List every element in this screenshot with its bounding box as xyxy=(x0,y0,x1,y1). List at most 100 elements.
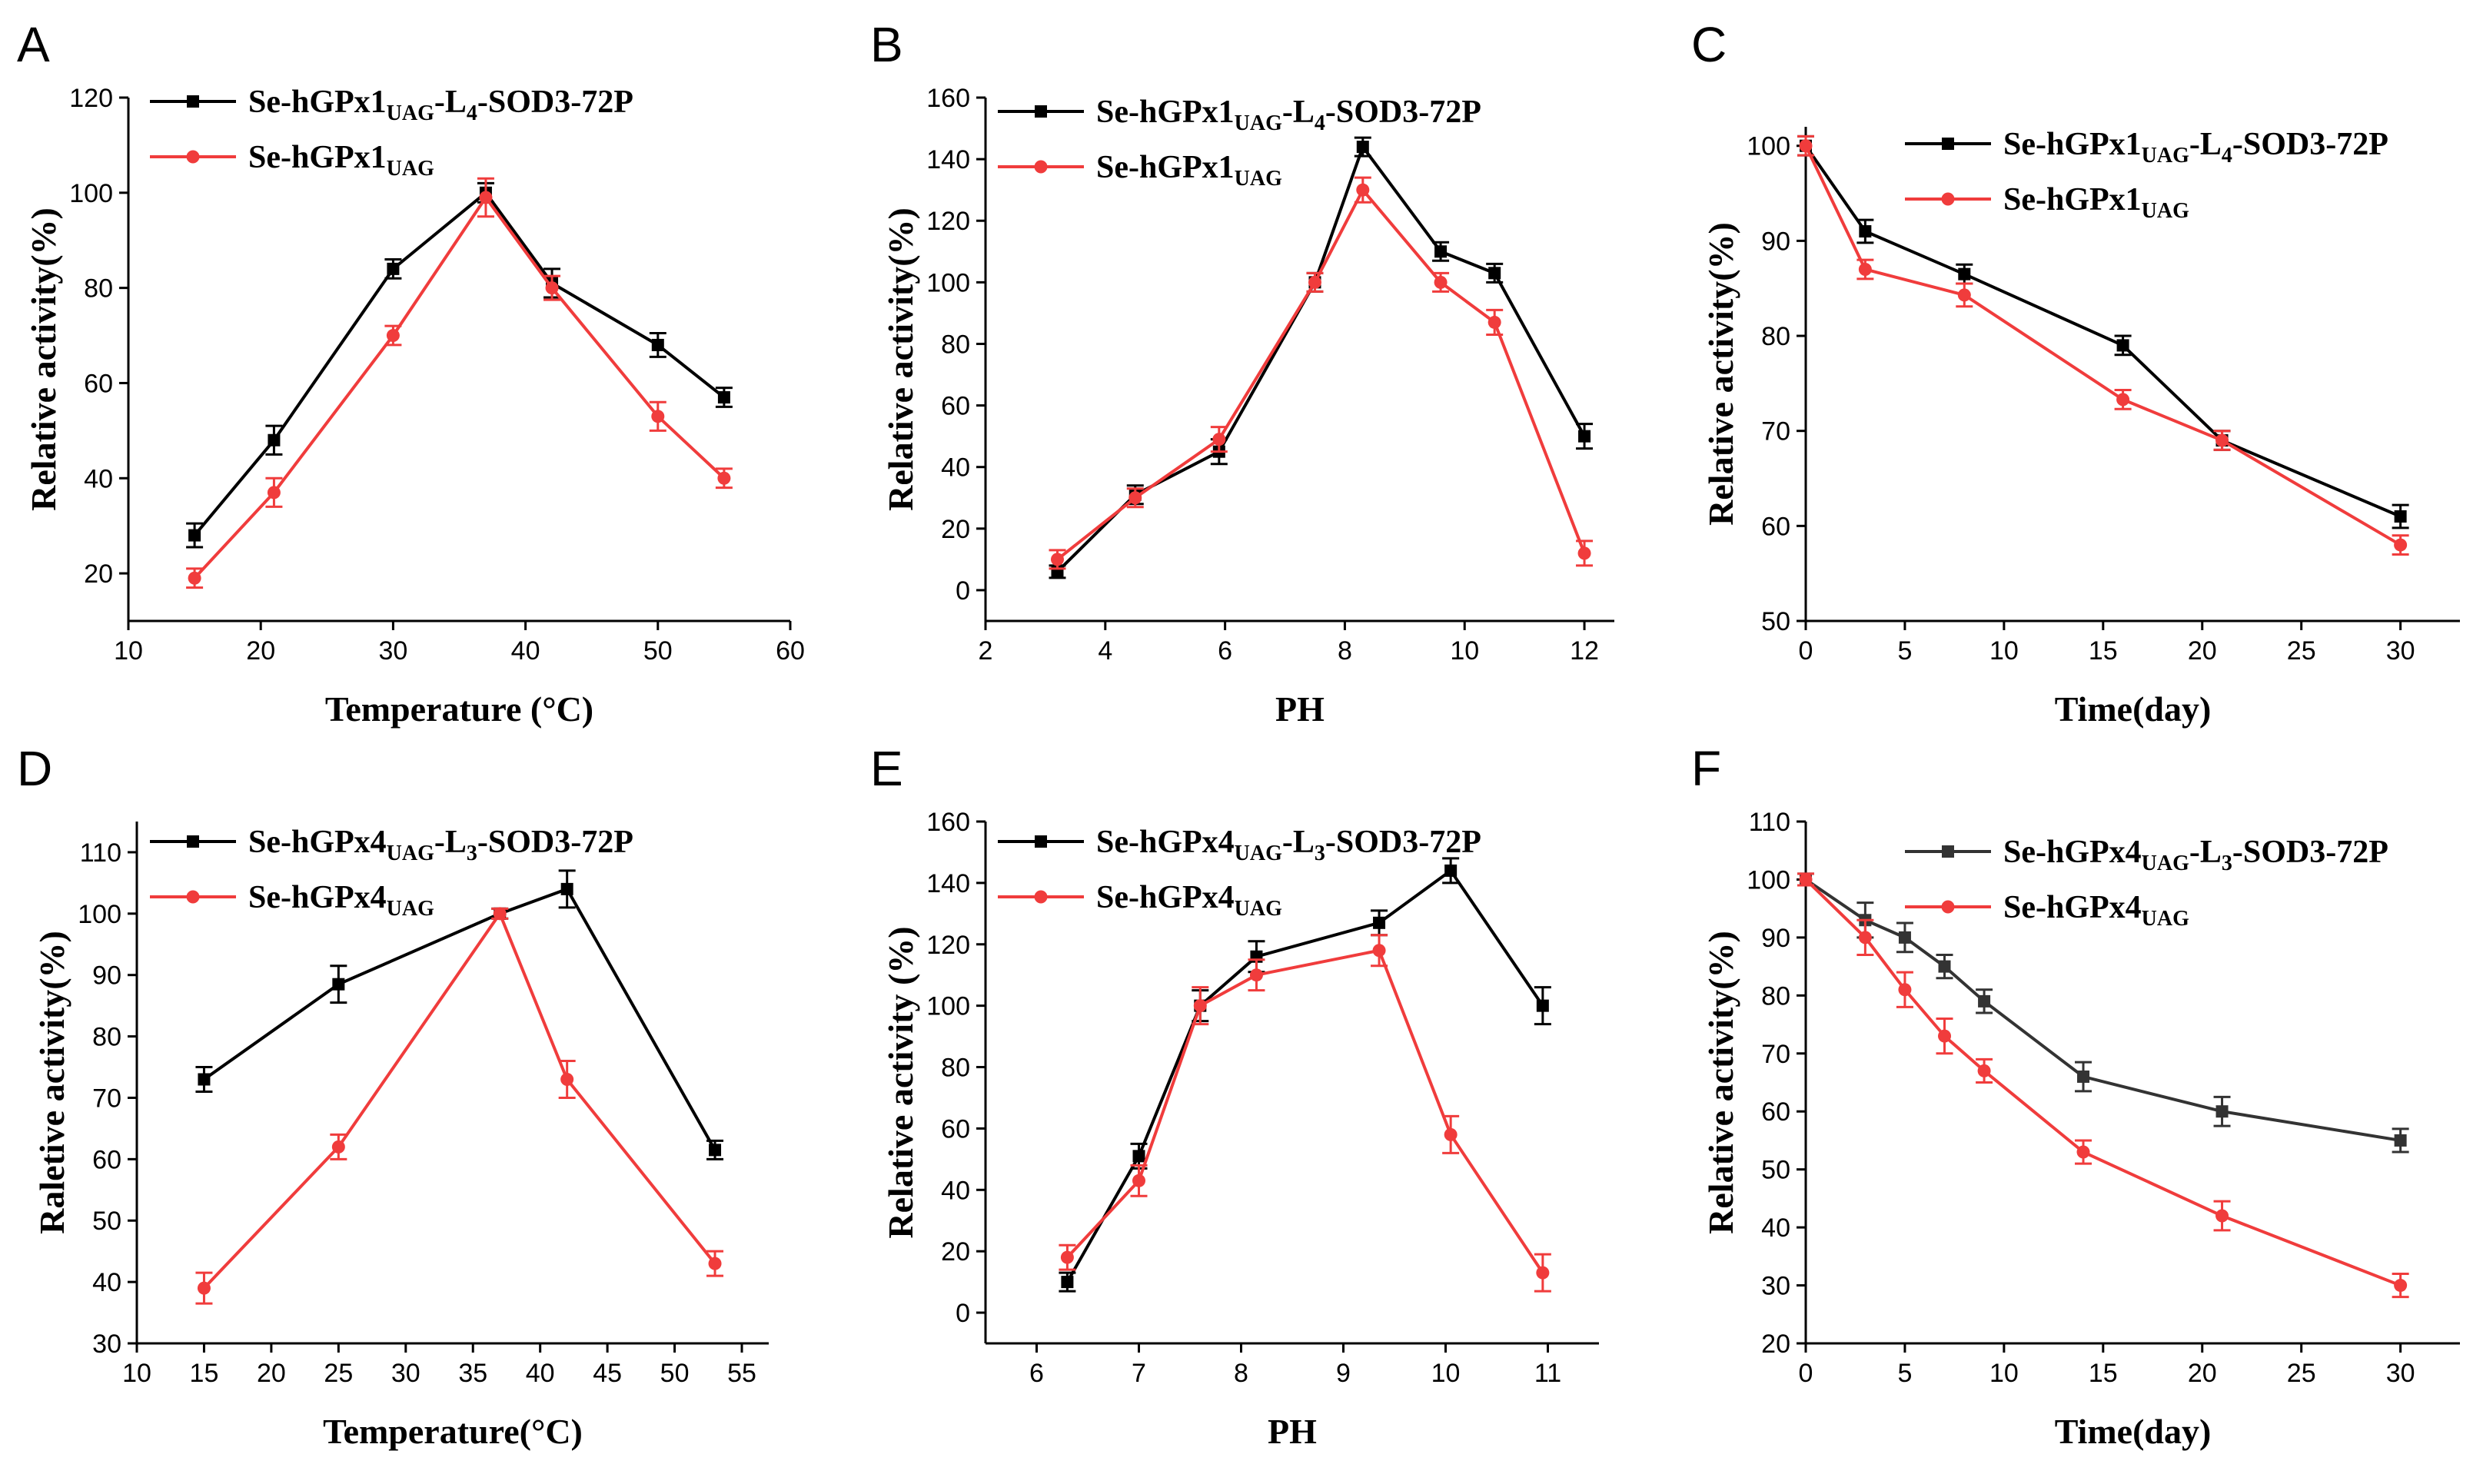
legend-text-part: Se-hGPx4 xyxy=(248,880,387,915)
y-tick-label: 40 xyxy=(941,453,970,483)
legend-marker xyxy=(187,835,199,848)
y-tick-label: 60 xyxy=(941,1114,970,1144)
x-tick-label: 25 xyxy=(2287,636,2316,666)
data-point xyxy=(2394,538,2408,552)
data-point xyxy=(1859,225,1872,238)
x-tick-label: 50 xyxy=(660,1359,690,1388)
data-point xyxy=(1434,245,1448,258)
y-tick-label: 0 xyxy=(956,576,970,606)
legend-text-part: -SOD3-72P xyxy=(2232,127,2388,162)
legend-marker xyxy=(1035,105,1047,118)
y-tick-label: 40 xyxy=(1761,1213,1790,1243)
x-tick-label: 5 xyxy=(1897,636,1912,666)
data-point xyxy=(1444,864,1458,877)
data-point xyxy=(1356,183,1370,197)
series-line xyxy=(1804,144,2402,518)
legend-marker xyxy=(1034,160,1048,174)
series-red xyxy=(1059,934,1551,1293)
data-point xyxy=(1444,1127,1458,1141)
series-red xyxy=(1797,134,2409,556)
y-tick-label: 140 xyxy=(926,869,970,898)
x-tick-label: 10 xyxy=(1450,636,1479,666)
x-tick-label: 30 xyxy=(2386,1359,2415,1388)
legend-subscript: UAG xyxy=(2142,907,2189,931)
chart-panel-b: B2 4 6 8 10 12020406080100120140160PHRelative… xyxy=(870,17,1614,729)
legend-label: Se-hGPx1UAG xyxy=(2003,182,2189,223)
y-tick-label: 50 xyxy=(1761,1156,1790,1185)
panel-letter: D xyxy=(17,741,52,796)
series-line xyxy=(203,887,716,1151)
y-tick-label: 100 xyxy=(1747,865,1790,895)
x-tick-label: 30 xyxy=(2386,636,2415,666)
x-tick-label: 4 xyxy=(1098,636,1112,666)
x-tick-label: 9 xyxy=(1336,1359,1351,1388)
legend-marker xyxy=(1035,835,1047,848)
x-tick-label: 12 xyxy=(1570,636,1599,666)
x-axis-title: Temperature (°C) xyxy=(325,689,593,729)
x-tick-label: 40 xyxy=(511,636,540,666)
y-tick-label: 80 xyxy=(1761,981,1790,1011)
x-tick-label: 40 xyxy=(526,1359,555,1388)
data-point xyxy=(2077,1070,2090,1083)
data-point xyxy=(1061,1276,1074,1289)
y-tick-label: 140 xyxy=(926,145,970,174)
y-tick-label: 70 xyxy=(1761,1040,1790,1069)
legend-label: Se-hGPx1UAG-L4-SOD3-72P xyxy=(1096,95,1481,135)
y-tick-label: 80 xyxy=(941,1054,970,1083)
legend-text-part: -L xyxy=(1282,95,1315,130)
x-tick-label: 15 xyxy=(2089,1359,2118,1388)
x-tick-label: 8 xyxy=(1338,636,1352,666)
data-point xyxy=(2215,1209,2229,1223)
data-point xyxy=(560,882,573,895)
series-red xyxy=(1049,176,1594,570)
legend-text-part: -SOD3-72P xyxy=(477,825,633,860)
legend-subscript: UAG xyxy=(1235,842,1282,865)
data-point xyxy=(1977,1064,1991,1077)
legend-marker xyxy=(186,890,200,904)
data-point xyxy=(2116,393,2130,407)
data-point xyxy=(1193,999,1207,1013)
data-point xyxy=(1372,944,1386,958)
y-tick-label: 100 xyxy=(78,900,121,929)
legend-text-part: Se-hGPx1 xyxy=(2003,182,2142,217)
x-tick-label: 2 xyxy=(979,636,993,666)
chart-panel-a: A 10 20 30 40 50 60 20 40 60 80 100 120 Temperature (… xyxy=(17,17,805,729)
legend-text-part: Se-hGPx4 xyxy=(1096,825,1235,860)
x-tick-label: 0 xyxy=(1799,636,1813,666)
data-point xyxy=(2215,1105,2229,1118)
y-tick-label: 110 xyxy=(1749,808,1790,837)
legend: Se-hGPx1UAG-L4-SOD3-72P Se-hGPx1UAG xyxy=(1905,127,2388,223)
legend-text-part: Se-hGPx4 xyxy=(2003,835,2142,870)
panel-letter: E xyxy=(870,741,903,796)
legend-text-part: -SOD3-72P xyxy=(1325,825,1481,860)
data-point xyxy=(2116,339,2129,352)
data-point xyxy=(1898,931,1911,944)
legend-subscript: 4 xyxy=(1315,111,1325,135)
series-red xyxy=(186,177,733,589)
legend-subscript: UAG xyxy=(1235,111,1282,135)
y-tick-label: 70 xyxy=(92,1084,121,1113)
y-tick-label: 40 xyxy=(84,464,113,493)
legend-label: Se-hGPx1UAG xyxy=(248,140,434,181)
x-tick-label: 6 xyxy=(1029,1359,1044,1388)
data-point xyxy=(1356,141,1369,154)
legend-subscript: 3 xyxy=(1315,842,1325,865)
y-tick-label: 100 xyxy=(69,179,113,208)
series-line xyxy=(1804,878,2401,1142)
legend-label: Se-hGPx1UAG-L4-SOD3-72P xyxy=(2003,127,2388,168)
legend-marker xyxy=(1942,845,1954,858)
legend-label: Se-hGPx1UAG-L4-SOD3-72P xyxy=(248,85,633,125)
data-point xyxy=(1536,999,1549,1012)
x-tick-label: 6 xyxy=(1218,636,1232,666)
y-tick-label: 160 xyxy=(926,808,970,837)
data-point xyxy=(1060,1250,1074,1264)
data-point xyxy=(2076,1145,2090,1159)
legend-marker xyxy=(1941,900,1955,914)
data-point xyxy=(332,978,345,991)
chart-panel-e: E 6 7 8 9 10 11 0 20 40 60 80 100 120 140 160 PH Relative… xyxy=(870,741,1599,1451)
series-line xyxy=(1056,187,1586,561)
data-point xyxy=(708,1257,722,1270)
legend-label: Se-hGPx4UAG-L3-SOD3-72P xyxy=(248,825,633,865)
